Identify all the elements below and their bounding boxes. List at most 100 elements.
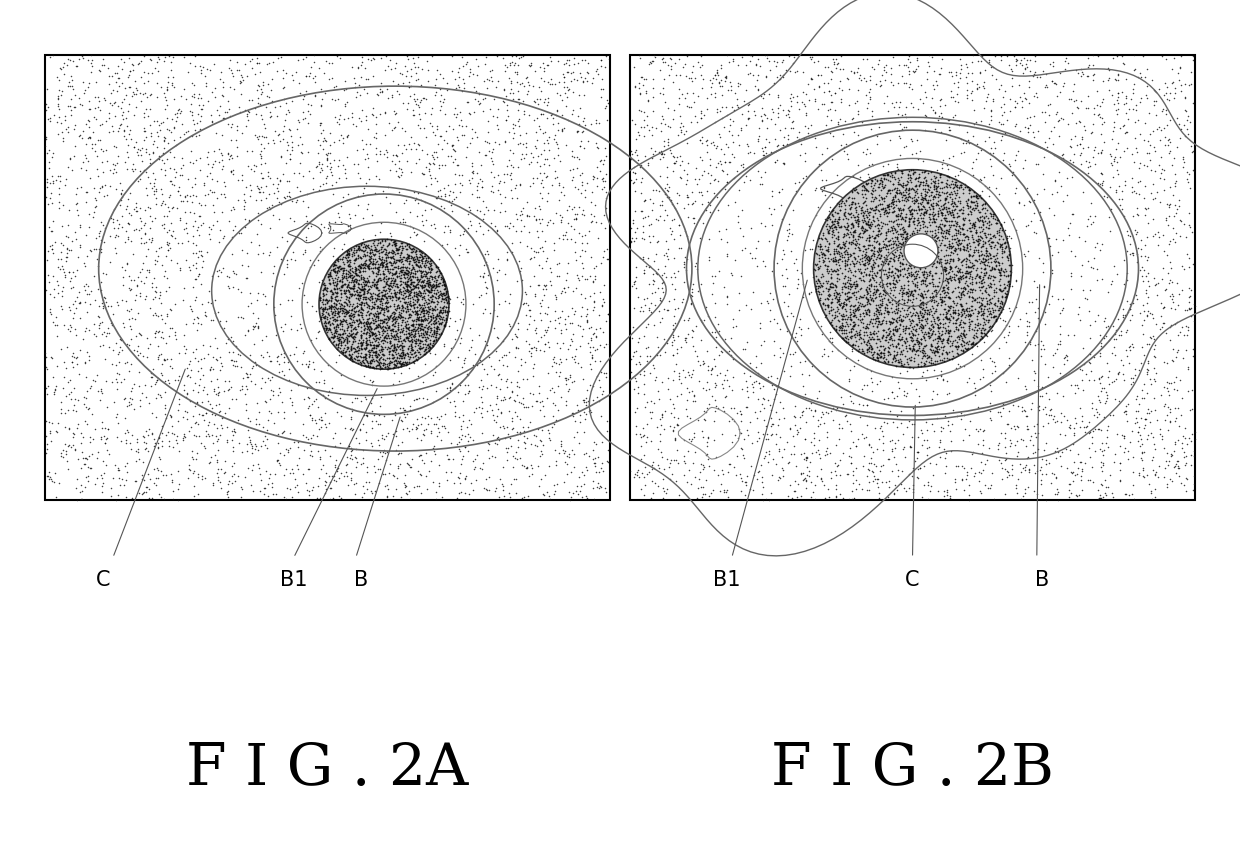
Point [965,103,985,117]
Point [350,242,370,256]
Point [983,309,1003,323]
Point [918,65,937,79]
Point [329,334,348,348]
Point [376,250,396,264]
Point [641,55,661,69]
Point [56,229,76,243]
Point [904,183,924,197]
Point [968,437,988,451]
Point [414,331,434,344]
Point [1146,277,1166,290]
Point [410,323,430,337]
Point [893,204,913,217]
Point [149,309,169,323]
Point [557,458,577,472]
Point [858,462,878,476]
Point [342,303,362,317]
Point [342,297,362,311]
Point [336,308,356,321]
Point [1028,302,1048,315]
Point [466,472,486,486]
Point [188,430,208,443]
Point [893,292,913,306]
Point [291,146,311,160]
Point [905,253,925,266]
Point [299,354,319,368]
Point [821,316,841,330]
Point [815,258,835,271]
Point [351,296,371,310]
Point [935,253,955,267]
Point [942,285,962,299]
Point [1112,428,1132,442]
Point [269,365,289,379]
Point [926,182,946,196]
Point [215,105,234,119]
Point [221,80,241,94]
Point [1167,277,1187,290]
Point [698,453,718,466]
Point [946,188,966,202]
Point [360,275,379,289]
Point [848,284,868,298]
Point [228,413,248,427]
Point [940,269,960,283]
Point [1131,94,1151,108]
Point [959,493,978,507]
Point [830,62,849,76]
Point [797,321,817,335]
Point [947,210,967,223]
Point [1094,490,1114,504]
Point [859,251,879,265]
Point [955,253,975,266]
Point [992,284,1012,298]
Point [450,185,470,198]
Point [837,293,857,307]
Point [835,228,854,241]
Point [379,226,399,240]
Point [879,321,899,335]
Point [221,119,241,133]
Point [379,312,399,326]
Point [378,265,398,278]
Point [496,442,516,455]
Point [639,57,658,70]
Point [910,144,930,158]
Point [910,297,930,311]
Point [363,101,383,115]
Point [402,344,422,357]
Point [368,433,388,447]
Point [1091,478,1111,491]
Point [832,265,852,279]
Point [325,460,345,473]
Point [822,152,842,166]
Point [701,198,720,211]
Point [994,487,1014,501]
Point [717,362,737,376]
Point [337,323,357,337]
Point [826,464,846,478]
Point [373,259,393,273]
Point [899,414,919,428]
Point [337,318,357,332]
Point [440,381,460,395]
Point [63,430,83,443]
Point [589,308,609,321]
Point [916,297,936,311]
Point [890,209,910,222]
Point [836,297,856,311]
Point [835,114,854,128]
Point [790,175,810,189]
Point [968,307,988,320]
Point [862,344,882,358]
Point [742,252,761,265]
Point [408,288,428,302]
Point [193,179,213,192]
Point [949,347,968,361]
Point [151,80,171,94]
Point [71,180,91,194]
Point [652,282,672,295]
Point [918,195,937,209]
Point [92,117,112,131]
Point [895,214,915,228]
